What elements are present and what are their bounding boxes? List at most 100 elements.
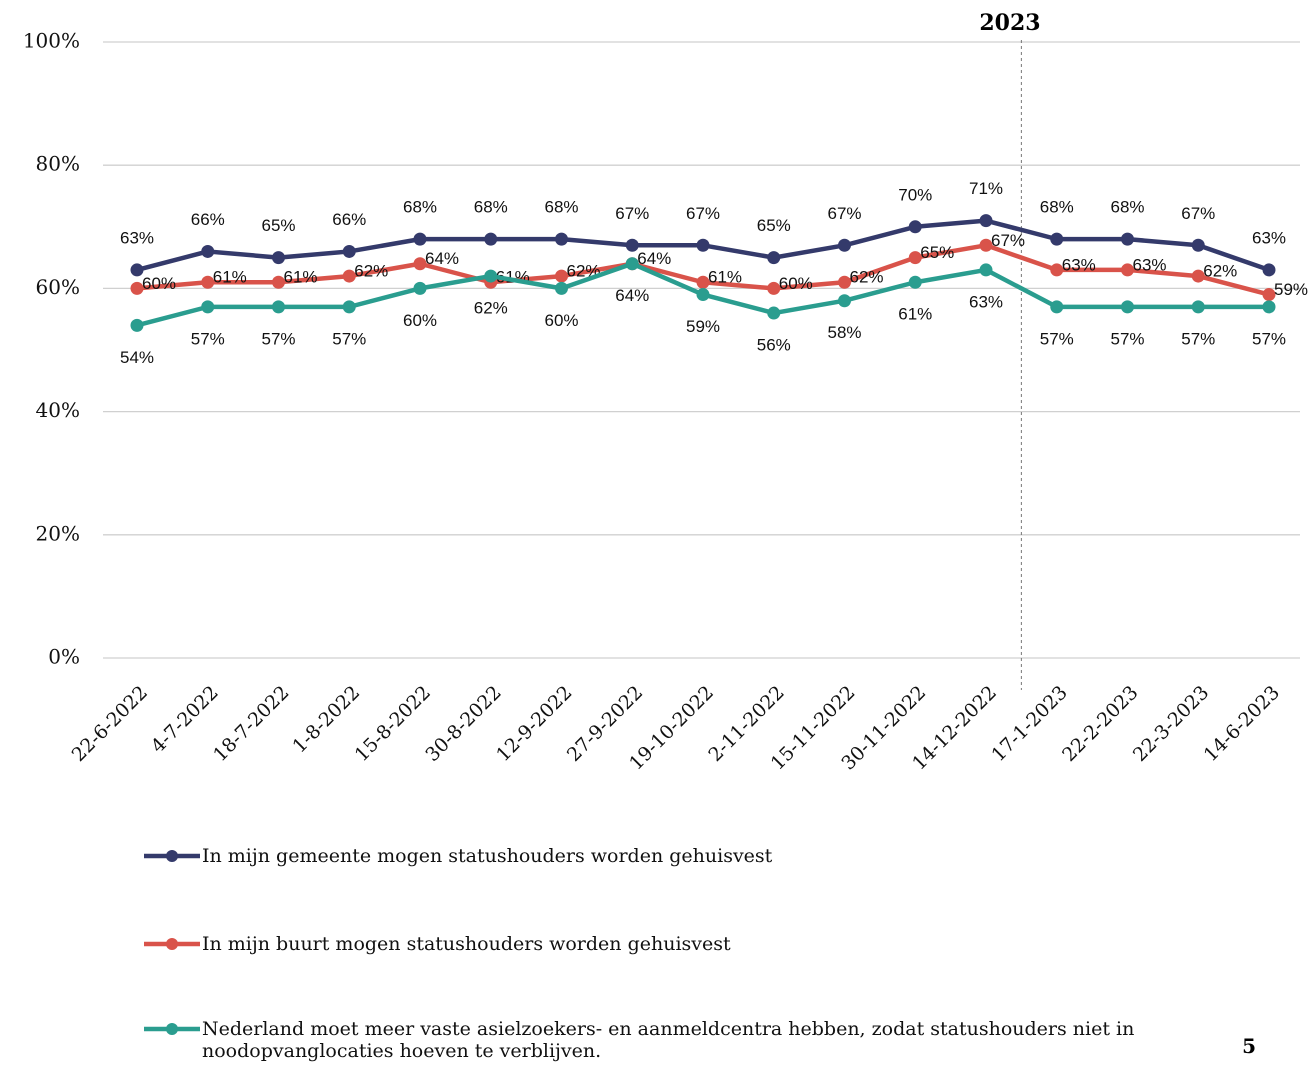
data-label: 65% bbox=[920, 243, 954, 262]
data-point bbox=[413, 257, 427, 271]
legend-swatch bbox=[144, 850, 200, 862]
data-point bbox=[1191, 300, 1205, 314]
x-tick-label: 17-1-2023 bbox=[987, 682, 1071, 766]
data-label: 57% bbox=[261, 329, 295, 348]
legend-swatch bbox=[144, 938, 200, 950]
data-label: 67% bbox=[615, 204, 649, 223]
annotation: 2023 bbox=[979, 10, 1040, 36]
data-point bbox=[201, 300, 215, 314]
data-point bbox=[201, 244, 215, 258]
x-tick-label: 22-3-2023 bbox=[1129, 682, 1213, 766]
data-label: 60% bbox=[544, 311, 578, 330]
data-point bbox=[767, 306, 781, 320]
data-label: 66% bbox=[191, 210, 225, 229]
data-point bbox=[838, 294, 851, 308]
data-label: 57% bbox=[1252, 329, 1286, 348]
data-point bbox=[1050, 263, 1064, 277]
y-tick-label: 100% bbox=[23, 29, 80, 53]
data-label: 57% bbox=[1181, 329, 1215, 348]
x-tick-label: 4-7-2022 bbox=[147, 682, 223, 758]
legend-item: In mijn buurt mogen statushouders worden… bbox=[142, 933, 1222, 955]
data-point bbox=[625, 257, 639, 271]
data-label: 66% bbox=[332, 210, 366, 229]
data-label: 62% bbox=[849, 268, 883, 287]
data-point bbox=[696, 288, 710, 302]
x-tick-label: 22-6-2022 bbox=[68, 682, 152, 766]
data-point bbox=[767, 251, 781, 265]
data-label: 71% bbox=[969, 179, 1003, 198]
data-label: 54% bbox=[120, 348, 154, 367]
data-label: 64% bbox=[637, 249, 671, 268]
legend-swatch bbox=[144, 1023, 200, 1035]
y-tick-label: 20% bbox=[36, 521, 80, 545]
data-point bbox=[342, 269, 356, 283]
data-point bbox=[1262, 288, 1276, 302]
data-point bbox=[979, 263, 993, 277]
data-label: 60% bbox=[779, 274, 813, 293]
data-label: 61% bbox=[708, 268, 742, 287]
data-point bbox=[1262, 300, 1276, 314]
legend-item: In mijn gemeente mogen statushouders wor… bbox=[142, 845, 1222, 867]
data-label: 61% bbox=[898, 305, 932, 324]
data-point bbox=[1121, 263, 1134, 277]
data-point bbox=[1121, 232, 1134, 246]
data-label: 67% bbox=[1181, 204, 1215, 223]
data-point bbox=[908, 220, 922, 234]
data-point bbox=[908, 275, 922, 289]
data-point bbox=[342, 300, 356, 314]
data-point bbox=[1262, 263, 1276, 277]
data-point bbox=[201, 275, 215, 289]
y-tick-label: 40% bbox=[36, 398, 80, 422]
data-point bbox=[484, 232, 498, 246]
data-label: 60% bbox=[142, 274, 176, 293]
legend-marker bbox=[166, 850, 178, 862]
y-tick-label: 60% bbox=[36, 275, 80, 299]
data-point bbox=[1191, 269, 1205, 283]
data-label: 67% bbox=[686, 204, 720, 223]
data-point bbox=[1050, 232, 1064, 246]
data-point bbox=[838, 238, 851, 252]
data-label: 63% bbox=[120, 228, 154, 247]
data-label: 63% bbox=[1132, 255, 1166, 274]
data-point bbox=[555, 269, 568, 283]
x-tick-label: 30-8-2022 bbox=[421, 682, 505, 766]
chart: 2023 0% 20% 40% 60% 80% 100% 22-6-20224-7-2022… bbox=[23, 10, 1308, 775]
data-point bbox=[696, 238, 710, 252]
legend-label: In mijn buurt mogen statushouders worden… bbox=[202, 933, 731, 955]
x-tick-label: 18-7-2022 bbox=[209, 682, 293, 766]
data-point bbox=[979, 238, 993, 252]
data-label: 64% bbox=[615, 286, 649, 305]
data-label: 59% bbox=[1274, 280, 1308, 299]
x-tick-label: 12-9-2022 bbox=[492, 682, 576, 766]
data-label: 68% bbox=[474, 198, 508, 217]
legend-item: Nederland moet meer vaste asielzoekers- … bbox=[142, 1018, 1222, 1062]
data-label: 67% bbox=[827, 204, 861, 223]
data-label: 68% bbox=[544, 198, 578, 217]
legend-marker bbox=[166, 1023, 178, 1035]
y-tick-label: 0% bbox=[48, 645, 80, 669]
legend-label: In mijn gemeente mogen statushouders wor… bbox=[202, 845, 773, 867]
x-tick-label: 1-8-2022 bbox=[288, 682, 364, 758]
data-point bbox=[413, 281, 427, 295]
data-label: 61% bbox=[283, 268, 317, 287]
data-point bbox=[1121, 300, 1134, 314]
data-label: 57% bbox=[191, 329, 225, 348]
data-point bbox=[484, 269, 498, 283]
data-label: 64% bbox=[425, 249, 459, 268]
data-label: 68% bbox=[1110, 198, 1144, 217]
data-label: 65% bbox=[261, 216, 295, 235]
data-point bbox=[1050, 300, 1064, 314]
data-label: 57% bbox=[1040, 329, 1074, 348]
x-tick-label: 14-6-2023 bbox=[1200, 682, 1284, 766]
x-tick-label: 15-8-2022 bbox=[351, 682, 435, 766]
data-point bbox=[767, 281, 781, 295]
data-point bbox=[696, 275, 710, 289]
data-label: 57% bbox=[1110, 329, 1144, 348]
legend-marker bbox=[166, 938, 178, 950]
data-label: 62% bbox=[1203, 262, 1237, 281]
data-label: 67% bbox=[991, 231, 1025, 250]
data-point bbox=[272, 275, 285, 289]
data-label: 59% bbox=[686, 317, 720, 336]
data-label: 60% bbox=[403, 311, 437, 330]
